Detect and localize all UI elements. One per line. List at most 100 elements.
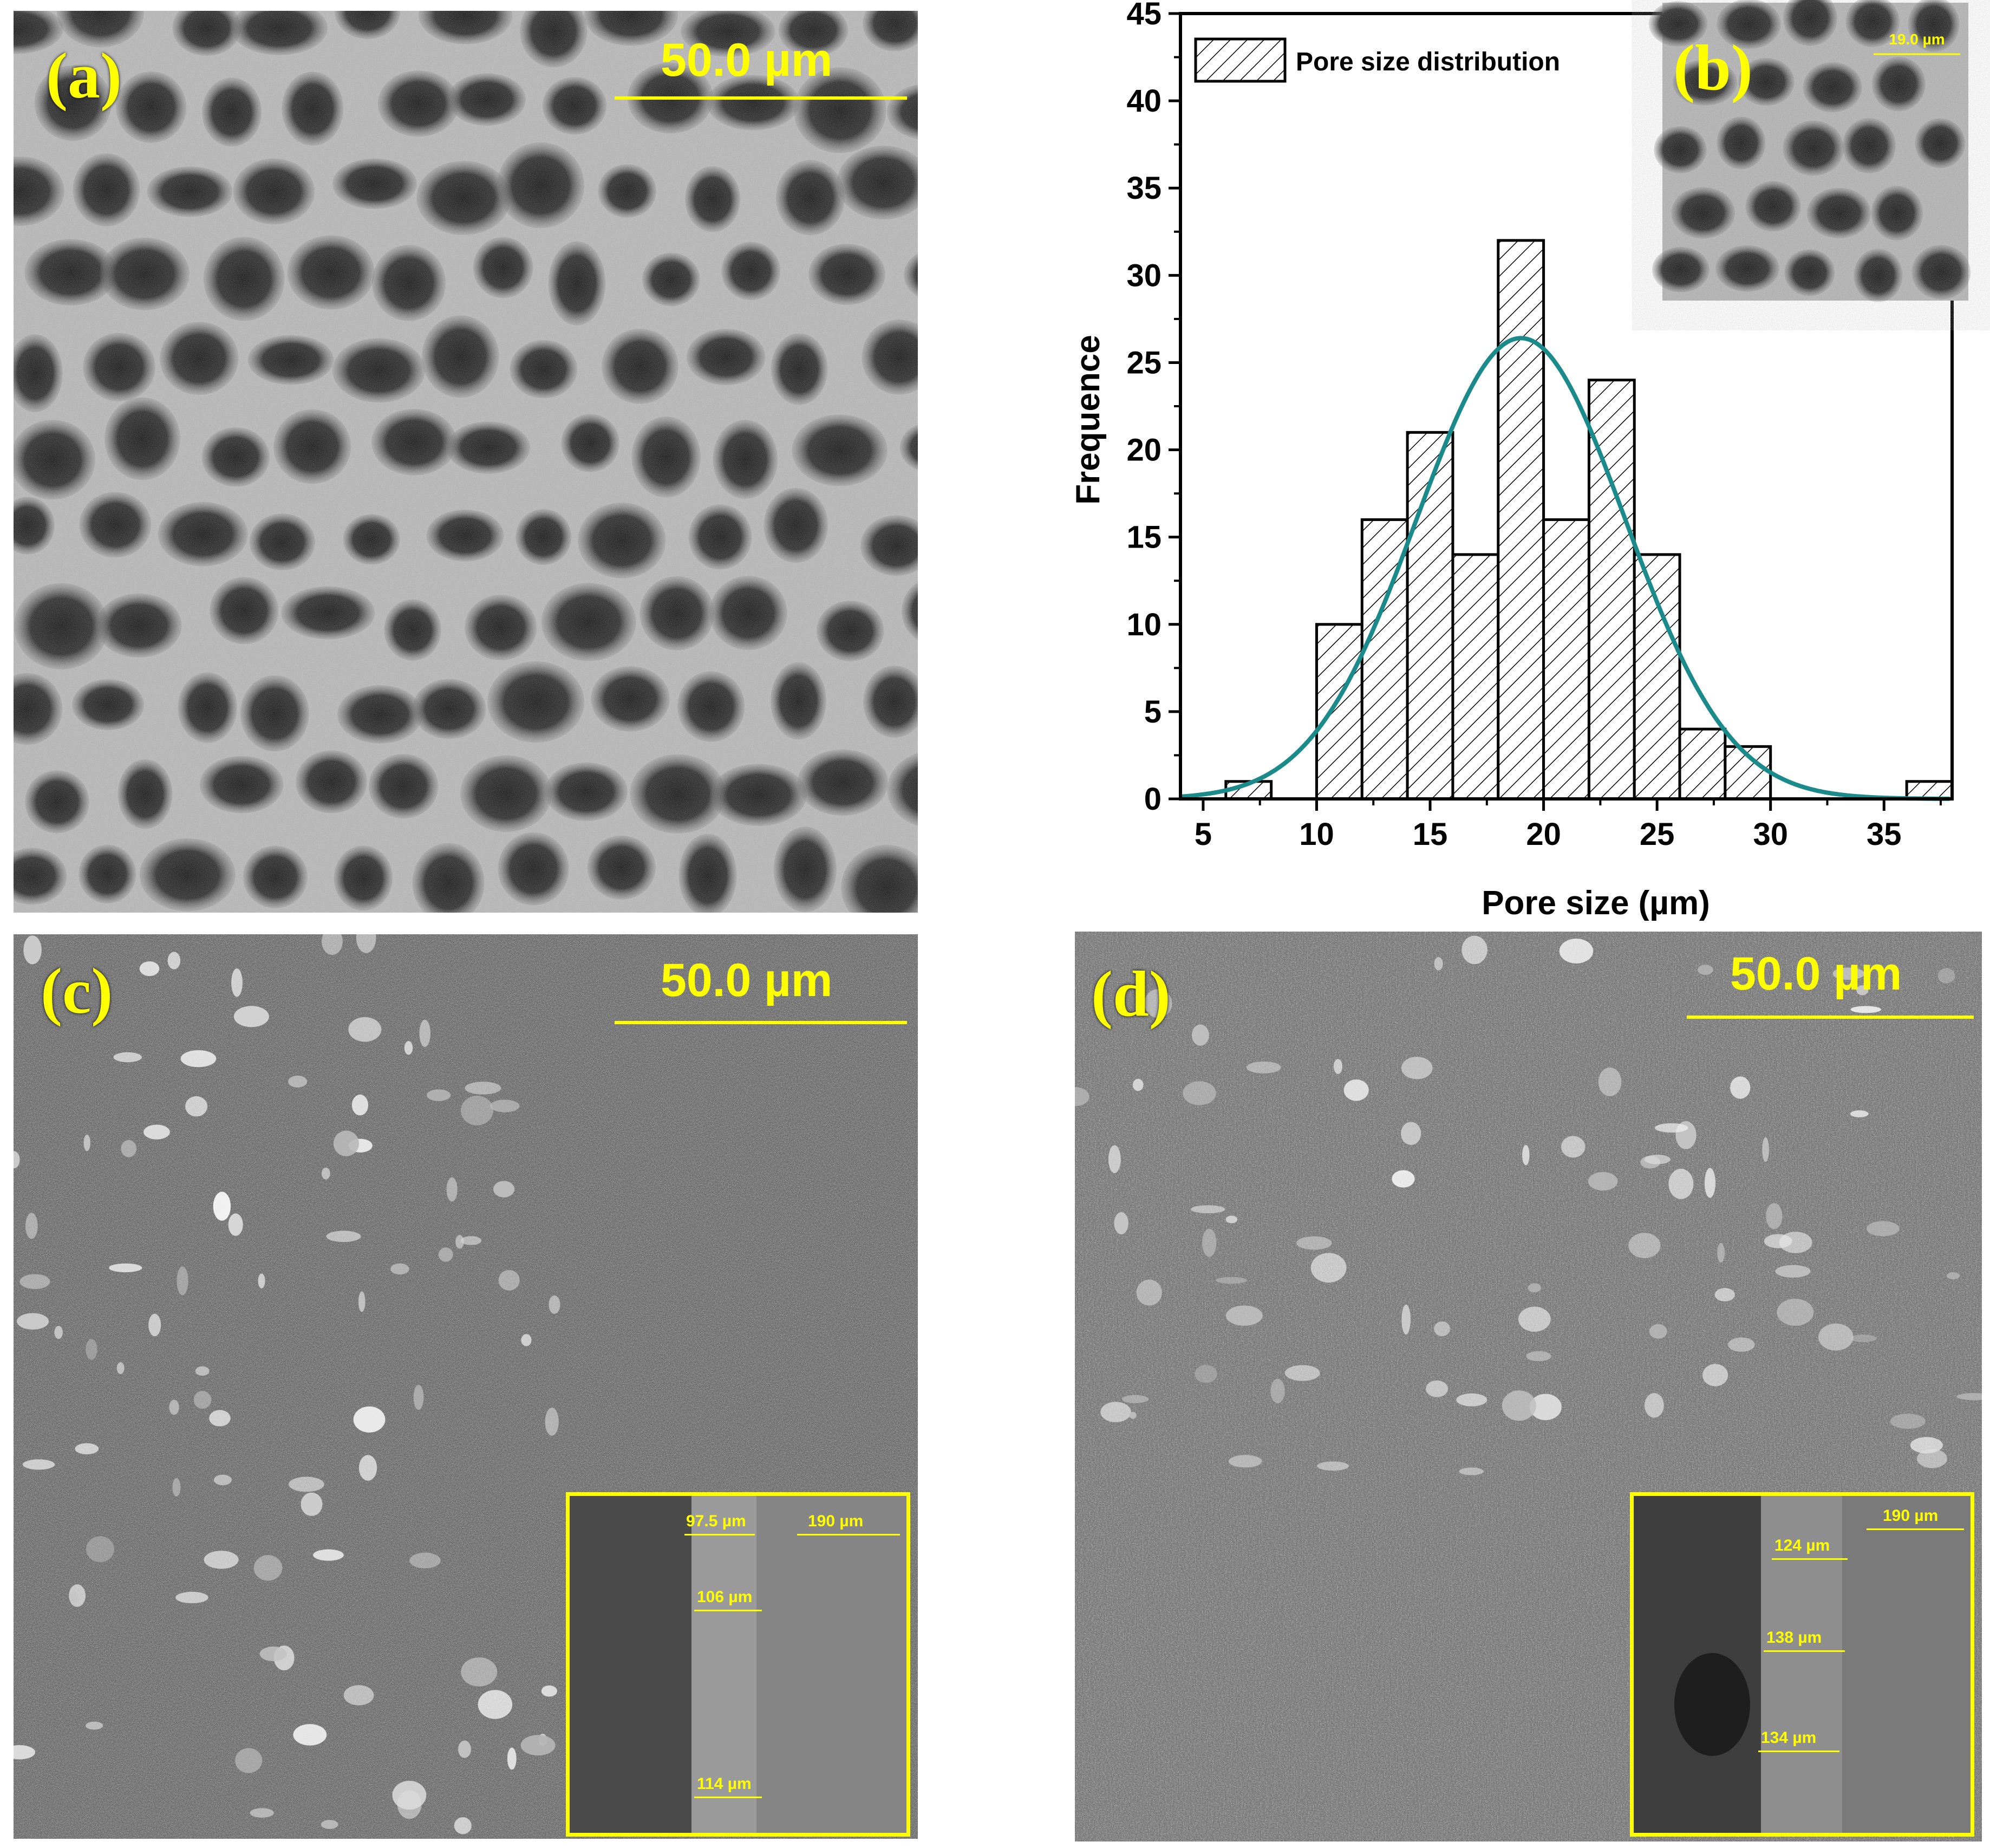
surface-particle (493, 1181, 515, 1198)
surface-particle (521, 1334, 532, 1346)
surface-particle (1762, 1137, 1769, 1162)
x-tick-label: 10 (1299, 817, 1334, 852)
gaussian-fit-curve (1180, 336, 1950, 801)
surface-particle (185, 1096, 208, 1117)
surface-particle (1459, 1467, 1484, 1475)
surface-particle (233, 1006, 269, 1027)
surface-particle (1228, 1455, 1262, 1468)
surface-particle (358, 1291, 366, 1312)
surface-particle (143, 1124, 170, 1140)
surface-particle (478, 1690, 513, 1719)
y-axis-title: Frequence (1069, 335, 1107, 505)
scale-bar-c (615, 1021, 907, 1024)
surface-particle (426, 1089, 451, 1101)
surface-particle (446, 1177, 458, 1202)
surface-particle (213, 1474, 232, 1486)
surface-particle (1246, 1061, 1281, 1073)
surface-particle (390, 1263, 409, 1275)
surface-particle (1588, 1172, 1618, 1191)
panel-label-c: (c) (41, 955, 113, 1027)
scale-bar-label-d: 50.0 µm (1730, 948, 1902, 1000)
scale-label-inset-d: 190 µm (1883, 1507, 1939, 1525)
surface-particle (1296, 1236, 1332, 1250)
surface-particle (1730, 1076, 1751, 1099)
surface-particle (404, 1041, 413, 1055)
surface-particle (1132, 1078, 1144, 1091)
surface-particle (1456, 1393, 1487, 1407)
surface-particle (1136, 1279, 1162, 1306)
sem-image-c: (c) 50.0 µm 97.5 µm 106 µm 114 µm 190 µm (14, 934, 918, 1839)
panel-label-d: (d) (1091, 958, 1171, 1030)
surface-particle (209, 1410, 231, 1427)
surface-particle (549, 1295, 560, 1314)
thickness-label-3: 114 µm (697, 1775, 752, 1793)
surface-particle (1559, 938, 1594, 964)
surface-particle (1937, 968, 1955, 984)
thickness-label-1: 97.5 µm (686, 1512, 746, 1530)
surface-particle (1502, 1390, 1536, 1421)
surface-particle (397, 1790, 422, 1819)
histogram-bar-9 (1678, 727, 1727, 801)
measure-line-2 (694, 1610, 762, 1611)
surface-particle (1775, 1265, 1811, 1278)
y-tick-label: 40 (1126, 83, 1162, 119)
surface-particle (1401, 1057, 1433, 1079)
histogram-bar-4 (1451, 553, 1500, 801)
surface-particle (139, 961, 160, 977)
surface-particle (351, 1094, 369, 1116)
surface-particle (121, 1140, 136, 1157)
y-tick-label: 30 (1126, 258, 1162, 293)
surface-particle (322, 1167, 330, 1180)
surface-particle (86, 1339, 97, 1360)
surface-particle (1867, 1221, 1900, 1237)
surface-particle (22, 1459, 55, 1470)
surface-particle (231, 968, 243, 997)
surface-particle (1225, 1305, 1263, 1326)
legend: Pore size distribution (1194, 37, 1560, 83)
surface-particle (1434, 1321, 1450, 1337)
surface-particle (1426, 1380, 1449, 1397)
surface-particle (1728, 1337, 1755, 1352)
surface-particle (204, 1551, 239, 1569)
surface-particle (1270, 1378, 1285, 1404)
surface-particle (1392, 1170, 1415, 1188)
sem-image-d: (d) 50.0 µm 124 µm 138 µm 134 µm 190 µm (1075, 932, 1982, 1842)
surface-particle (193, 1391, 212, 1409)
surface-particle (293, 1724, 327, 1746)
y-tick-label: 25 (1126, 345, 1162, 380)
surface-particle (86, 1536, 114, 1563)
surface-particle (438, 1247, 453, 1262)
surface-particle (1890, 1414, 1926, 1429)
surface-particle (321, 934, 343, 955)
surface-particle (175, 1591, 208, 1604)
surface-particle (1522, 1144, 1530, 1166)
surface-particle (235, 1748, 263, 1773)
histogram-bar-5 (1497, 239, 1545, 801)
surface-particle (545, 1408, 559, 1436)
surface-particle (461, 1657, 498, 1687)
y-tick-label: 15 (1126, 520, 1162, 555)
surface-particle (343, 1685, 374, 1706)
surface-particle (85, 1721, 103, 1730)
surface-particle (1191, 1205, 1225, 1214)
surface-particle (25, 1213, 38, 1239)
surface-particle (454, 1817, 472, 1834)
surface-particle (258, 1273, 265, 1289)
surface-particle (490, 1099, 520, 1112)
thickness-label-2: 106 µm (697, 1588, 753, 1606)
surface-particle (409, 1552, 441, 1569)
surface-particle (541, 1685, 557, 1697)
surface-particle (1461, 935, 1487, 965)
measure-line-3 (694, 1797, 762, 1798)
thickness-label-2: 138 µm (1766, 1629, 1822, 1647)
panel-label-a: (a) (46, 40, 122, 112)
surface-particle (180, 1050, 217, 1068)
surface-particle (109, 1263, 142, 1272)
surface-particle (116, 1362, 125, 1375)
surface-particle (321, 1820, 338, 1829)
histogram-bar-1 (1315, 623, 1363, 801)
surface-particle (1518, 1306, 1551, 1332)
surface-particle (259, 1647, 287, 1662)
x-tick-label: 20 (1526, 817, 1561, 852)
surface-particle (1766, 1203, 1783, 1229)
